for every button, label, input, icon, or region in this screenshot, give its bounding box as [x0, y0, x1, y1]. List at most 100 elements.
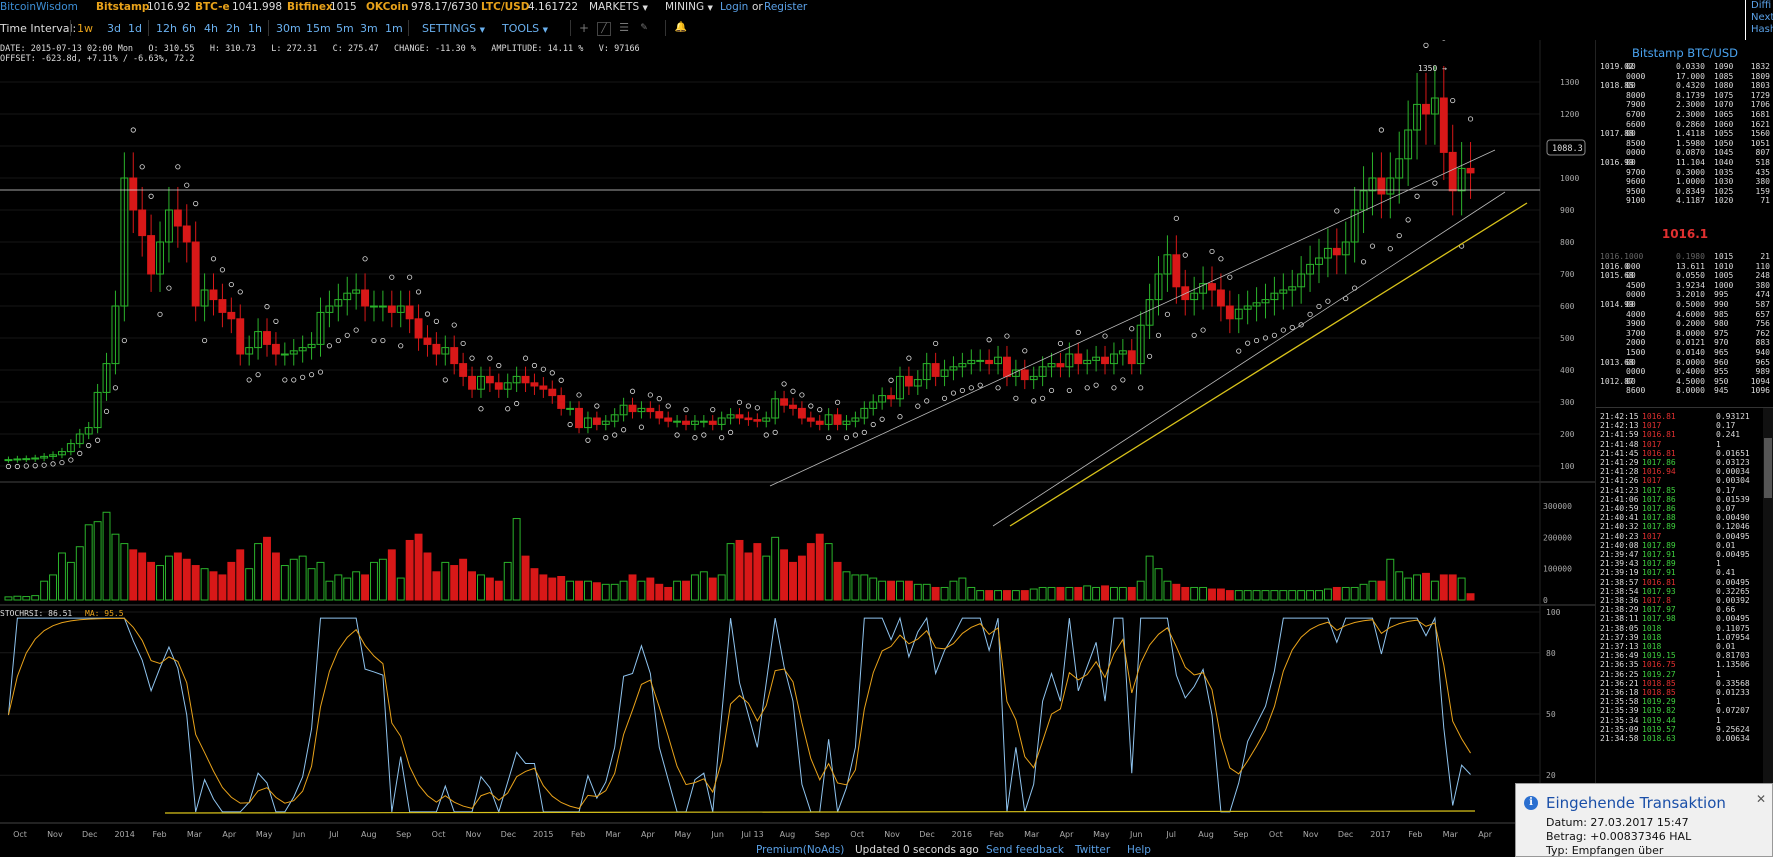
interval-2h[interactable]: 2h — [226, 22, 240, 35]
price-chart[interactable]: 1300120011001000900800700600500400300200… — [0, 40, 1595, 843]
interval-1m[interactable]: 1m — [385, 22, 403, 35]
trade-cell: 0.01233 — [1716, 688, 1750, 697]
trade-cell: 1019.29 — [1642, 697, 1676, 707]
close-icon[interactable]: ✕ — [1755, 792, 1766, 806]
orderbook-cell: 1045 — [1714, 148, 1734, 158]
x-tick-label: Nov — [1303, 830, 1319, 839]
price-tick-label: 400 — [1560, 366, 1575, 375]
trade-cell: 21:38:05 — [1600, 623, 1639, 633]
interval-1h[interactable]: 1h — [248, 22, 262, 35]
interval-3m[interactable]: 3m — [360, 22, 378, 35]
orderbook-cell: 0.3000 — [1676, 167, 1705, 177]
line-tool-icon[interactable]: ╱ — [597, 22, 611, 36]
feedback-link[interactable]: Send feedback — [986, 844, 1065, 856]
twitter-link[interactable]: Twitter — [1075, 844, 1111, 856]
ticker-bitstamp[interactable]: Bitstamp — [96, 1, 150, 13]
x-tick-label: May — [256, 830, 273, 839]
volume-bar — [102, 511, 111, 601]
trade-cell: 1017 — [1642, 439, 1662, 449]
sar-dot — [1325, 298, 1331, 304]
sar-dot — [157, 311, 163, 317]
premium-link[interactable]: Premium(NoAds) — [756, 844, 845, 856]
settings-menu[interactable]: SETTINGS ▼ — [422, 22, 485, 35]
interval-4h[interactable]: 4h — [204, 22, 218, 35]
interval-1d[interactable]: 1d — [128, 22, 142, 35]
candle — [1466, 167, 1475, 174]
interval-6h[interactable]: 6h — [182, 22, 196, 35]
candle — [289, 350, 298, 355]
sar-dot — [139, 164, 145, 170]
sar-dot — [683, 407, 689, 413]
bid-row: 2000 0.0121 970 883 — [1596, 338, 1773, 347]
tools-menu[interactable]: TOOLS ▼ — [502, 22, 548, 35]
mining-menu[interactable]: MINING ▼ — [665, 1, 713, 13]
trade-cell: 21:35:09 — [1600, 724, 1639, 734]
sar-dot — [1102, 333, 1108, 339]
orderbook-cell: 4.6000 — [1676, 309, 1705, 319]
trade-scrollbar[interactable] — [1763, 408, 1773, 808]
updated-text: Updated 0 seconds ago — [855, 844, 979, 856]
candle — [1368, 177, 1377, 192]
candle — [1109, 353, 1118, 365]
trade-cell: 1016.81 — [1642, 430, 1676, 440]
scroll-thumb[interactable] — [1764, 438, 1772, 498]
trade-cell: 21:37:39 — [1600, 632, 1639, 642]
trade-row: 21:41:28 1016.94 0.00034 — [1596, 467, 1766, 476]
interval-1w[interactable]: 1w — [77, 22, 93, 35]
sar-dot — [897, 414, 903, 420]
trend-line — [992, 191, 1506, 527]
interval-5m[interactable]: 5m — [336, 22, 354, 35]
trade-cell: 21:36:25 — [1600, 669, 1639, 679]
ticker-ltcusd[interactable]: LTC/USD — [481, 1, 530, 13]
volume-bar — [468, 571, 477, 601]
volume-bar — [1439, 574, 1448, 601]
candle — [352, 289, 361, 294]
trade-row: 21:39:47 1017.91 0.00495 — [1596, 550, 1766, 559]
interval-15m[interactable]: 15m — [306, 22, 331, 35]
volume-bar — [628, 574, 637, 601]
sar-dot — [1271, 332, 1278, 338]
ticker-bitfinex[interactable]: Bitfinex — [287, 1, 333, 13]
sar-dot — [23, 463, 29, 469]
login-link[interactable]: Login — [720, 1, 749, 13]
trade-row: 21:38:11 1017.98 0.00495 — [1596, 614, 1766, 623]
volume-bar — [967, 586, 976, 601]
bell-icon[interactable]: 🔔 — [674, 22, 688, 33]
candle — [494, 382, 503, 390]
candle — [1439, 97, 1448, 153]
orderbook-cell: 1018.85 — [1600, 81, 1634, 91]
volume-bar — [66, 561, 75, 601]
help-link[interactable]: Help — [1127, 844, 1151, 856]
candle — [1056, 363, 1065, 368]
orderbook-cell: 970 — [1714, 338, 1729, 348]
candle — [387, 305, 396, 313]
trade-cell: 1017.89 — [1642, 559, 1676, 569]
crosshair-icon[interactable]: + — [578, 21, 590, 35]
trade-row: 21:35:39 1019.82 0.07207 — [1596, 706, 1766, 715]
ticker-okcoin[interactable]: OKCoin — [366, 1, 409, 13]
ticker-bitstamp-price: 1016.92 — [147, 1, 191, 13]
candle — [432, 343, 441, 355]
volume-bar — [1234, 590, 1243, 601]
orderbook-cell: 1016.1000 — [1600, 252, 1644, 261]
candle — [673, 420, 682, 423]
hline-tool-icon[interactable]: ☰ — [619, 21, 629, 34]
ask-row: 8000 8.1739 1075 1729 — [1596, 91, 1773, 100]
volume-bar — [1386, 558, 1395, 601]
register-link[interactable]: Register — [764, 1, 808, 13]
x-tick-label: Jun — [710, 830, 724, 839]
transaction-notification[interactable]: i Eingehende Transaktion Datum: 27.03.20… — [1515, 783, 1773, 857]
sar-dot — [1334, 208, 1340, 214]
candle — [75, 433, 84, 445]
candle — [31, 457, 40, 460]
brand-logo[interactable]: BitcoinWisdom — [0, 1, 78, 13]
interval-12h[interactable]: 12h — [156, 22, 177, 35]
pencil-icon[interactable]: ✎ — [640, 23, 648, 33]
volume-bar — [1029, 588, 1038, 601]
interval-3d[interactable]: 3d — [107, 22, 121, 35]
candle — [931, 363, 940, 377]
markets-menu[interactable]: MARKETS ▼ — [589, 1, 648, 13]
interval-30m[interactable]: 30m — [276, 22, 301, 35]
ticker-btce[interactable]: BTC-e — [195, 1, 230, 13]
interval-bar: Time Interval: 1w 3d 1d 12h 6h 4h 2h 1h … — [0, 20, 1600, 38]
